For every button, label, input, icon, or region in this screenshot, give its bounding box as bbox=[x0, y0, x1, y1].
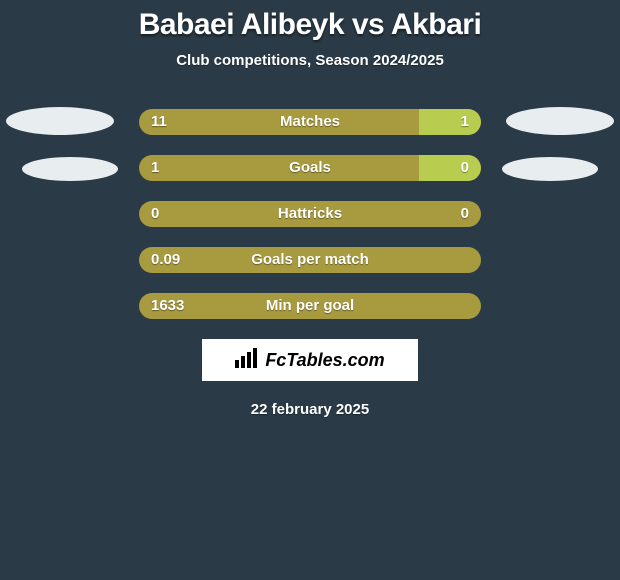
stat-row-goals: 1 0 Goals bbox=[139, 155, 481, 181]
page-subtitle: Club competitions, Season 2024/2025 bbox=[0, 52, 620, 69]
player-shadow-right-1 bbox=[506, 107, 614, 135]
stat-bar bbox=[139, 293, 481, 319]
stat-row-min-per-goal: 1633 Min per goal bbox=[139, 293, 481, 319]
stat-left-value: 11 bbox=[151, 109, 167, 135]
player-shadow-left-2 bbox=[22, 157, 118, 181]
stat-left-value: 1 bbox=[151, 155, 159, 181]
stat-left-value: 1633 bbox=[151, 293, 184, 319]
stat-bar bbox=[139, 155, 481, 181]
comparison-date: 22 february 2025 bbox=[0, 401, 620, 418]
brand-logo: FcTables.com bbox=[235, 348, 384, 373]
stat-row-goals-per-match: 0.09 Goals per match bbox=[139, 247, 481, 273]
comparison-card: Babaei Alibeyk vs Akbari Club competitio… bbox=[0, 0, 620, 580]
stat-row-hattricks: 0 0 Hattricks bbox=[139, 201, 481, 227]
bars-icon bbox=[235, 348, 261, 373]
brand-logo-text: FcTables.com bbox=[265, 350, 384, 371]
player-shadow-left-1 bbox=[6, 107, 114, 135]
stat-bar bbox=[139, 109, 481, 135]
page-title: Babaei Alibeyk vs Akbari bbox=[0, 8, 620, 42]
stat-bar-right bbox=[419, 109, 481, 135]
stat-bar bbox=[139, 247, 481, 273]
stat-right-value: 1 bbox=[461, 109, 469, 135]
stat-bar bbox=[139, 201, 481, 227]
brand-logo-box: FcTables.com bbox=[202, 339, 418, 381]
stat-left-value: 0 bbox=[151, 201, 159, 227]
stat-bar-right bbox=[419, 155, 481, 181]
stat-right-value: 0 bbox=[461, 155, 469, 181]
stat-left-value: 0.09 bbox=[151, 247, 180, 273]
stat-row-matches: 11 1 Matches bbox=[139, 109, 481, 135]
stats-rows: 11 1 Matches 1 0 Goals 0 0 Hattricks bbox=[0, 109, 620, 319]
player-shadow-right-2 bbox=[502, 157, 598, 181]
stat-right-value: 0 bbox=[461, 201, 469, 227]
